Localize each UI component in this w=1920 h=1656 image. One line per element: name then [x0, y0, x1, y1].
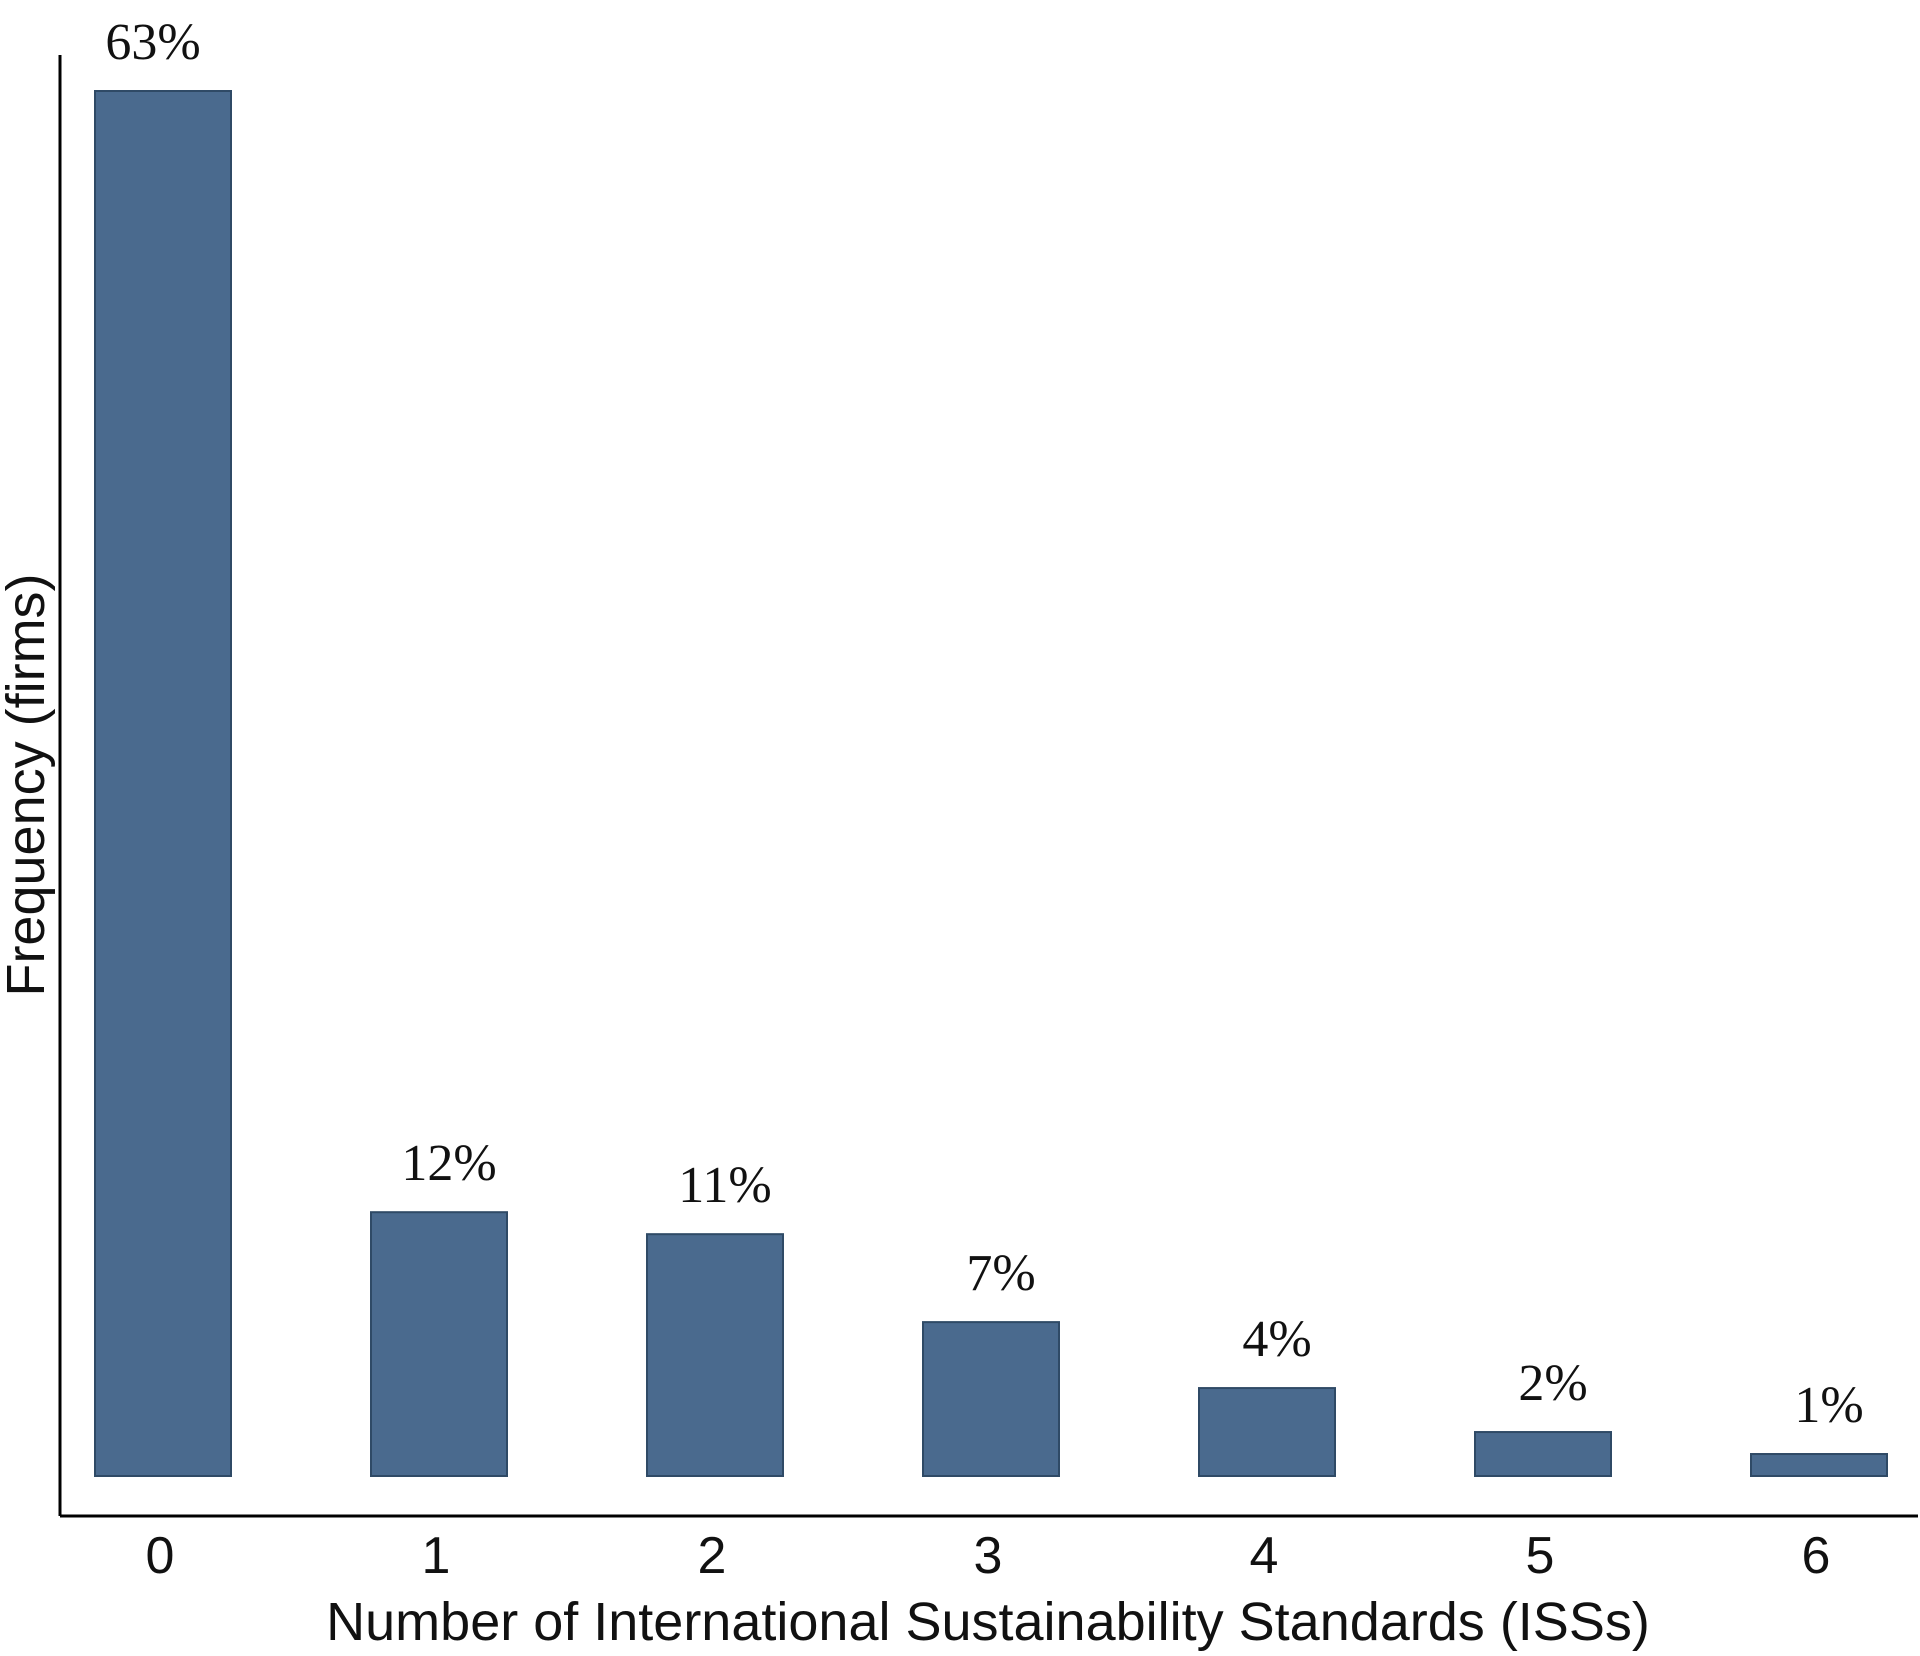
x-tick-labels-group: 0 1 2 3 4 5 6 — [146, 1527, 1831, 1585]
x-tick-label-2: 2 — [698, 1527, 727, 1585]
bar-6 — [1750, 1453, 1888, 1477]
x-tick-label-6: 6 — [1802, 1527, 1831, 1585]
y-axis-title: Frequency (firms) — [0, 573, 56, 996]
x-tick-label-5: 5 — [1526, 1527, 1555, 1585]
x-axis-title: Number of International Sustainability S… — [326, 1592, 1650, 1652]
data-label-1: 12% — [401, 1135, 496, 1192]
x-tick-label-1: 1 — [422, 1527, 451, 1585]
data-label-2: 11% — [678, 1157, 771, 1214]
bar-4 — [1198, 1387, 1336, 1477]
data-label-4: 4% — [1242, 1311, 1311, 1368]
bar-0 — [94, 90, 232, 1477]
bar-3 — [922, 1321, 1060, 1477]
data-label-3: 7% — [966, 1245, 1035, 1302]
data-label-5: 2% — [1518, 1355, 1587, 1412]
x-tick-label-0: 0 — [146, 1527, 175, 1585]
bar-1 — [370, 1211, 508, 1477]
data-label-6: 1% — [1794, 1377, 1863, 1434]
data-labels-group: 63% 12% 11% 7% 4% 2% 1% — [105, 14, 1863, 1434]
x-tick-label-4: 4 — [1250, 1527, 1279, 1585]
bar-5 — [1474, 1431, 1612, 1477]
data-label-0: 63% — [105, 14, 200, 71]
x-tick-label-3: 3 — [974, 1527, 1003, 1585]
bars-group — [94, 90, 1888, 1477]
bar-2 — [646, 1233, 784, 1477]
